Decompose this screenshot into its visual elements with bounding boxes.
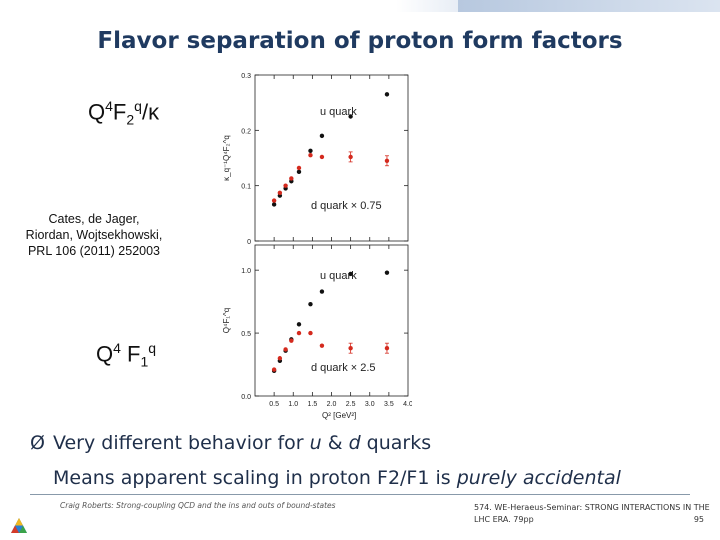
y-tick-label: 0.3 <box>241 73 251 80</box>
data-point-d-quark <box>271 198 277 203</box>
citation-line: Cates, de Jager, <box>48 212 140 226</box>
plot-frame <box>254 74 409 242</box>
data-point-u-quark <box>319 289 325 294</box>
data-point-d-quark <box>277 190 283 196</box>
label-kappa: /κ <box>141 99 160 125</box>
label-sub-1: 1 <box>140 353 149 370</box>
data-point-d-quark <box>308 330 313 336</box>
data-point-u-quark <box>384 92 390 97</box>
data-point-d-quark <box>308 153 313 158</box>
data-point-u-quark <box>296 169 302 175</box>
sub-text: Means apparent scaling in proton F2/F1 i… <box>53 467 457 489</box>
data-point-d-quark <box>384 158 390 163</box>
data-point-d-quark <box>296 330 302 336</box>
annotation-d-quark: d quark × 0.75 <box>311 200 382 212</box>
y-tick-label: 0 <box>247 239 251 246</box>
annotation-u-quark: u quark <box>320 270 357 282</box>
label-sup-4: 4 <box>113 340 121 356</box>
top-decor-tab <box>458 0 720 12</box>
data-point-d-quark <box>277 356 283 361</box>
x-tick-label: 3.0 <box>365 401 375 408</box>
label-sup-q: q <box>148 340 157 356</box>
footer-author: Craig Roberts: Strong-coupling QCD and t… <box>60 501 336 510</box>
data-point-u-quark <box>308 148 313 154</box>
data-point-d-quark <box>271 367 277 372</box>
institution-logo-icon <box>11 518 27 533</box>
data-point-d-quark <box>319 343 325 348</box>
y-tick-label: 0.5 <box>241 331 251 338</box>
label-q4f2-over-kappa: Q4F2q/κ <box>88 98 159 128</box>
label-sup-4: 4 <box>105 98 113 114</box>
annotation-u-quark: u quark <box>320 106 357 118</box>
data-point-d-quark <box>289 338 294 343</box>
bullet-u: u <box>309 432 322 454</box>
data-point-d-quark <box>289 176 294 181</box>
data-point-u-quark <box>348 114 353 119</box>
bullet-point: Ø Very different behavior for u & d quark… <box>30 432 431 454</box>
data-point-u-quark <box>384 270 390 275</box>
y-tick-label: 0.2 <box>241 128 251 135</box>
slide-title: Flavor separation of proton form factors <box>97 28 623 54</box>
x-tick-label: 4.0 <box>403 401 412 408</box>
label-q: Q <box>88 99 106 125</box>
data-point-u-quark <box>319 133 325 139</box>
form-factor-chart: 0 0.1 0.2 0.3 κ_q⁻¹Q⁴F₂^q u quark d quark × 0.… <box>187 67 412 425</box>
data-point-d-quark <box>283 183 288 188</box>
x-tick-label: 2.0 <box>327 401 337 408</box>
data-point-u-quark <box>271 202 277 207</box>
citation-line: Riordan, Wojtsekhowski, <box>25 228 163 242</box>
x-axis-label: Q² [GeV²] <box>322 411 356 420</box>
label-f: F <box>112 99 127 125</box>
data-point-d-quark <box>348 345 353 351</box>
data-point-u-quark <box>296 322 302 327</box>
data-point-d-quark <box>319 154 325 160</box>
sub-point: Means apparent scaling in proton F2/F1 i… <box>53 467 621 489</box>
y-tick-label: 1.0 <box>241 268 251 275</box>
bullet-amp: & <box>321 432 349 454</box>
data-point-d-quark <box>296 165 302 171</box>
x-tick-label: 1.5 <box>308 401 318 408</box>
x-tick-label: 0.5 <box>269 401 279 408</box>
label-q: Q <box>96 341 114 367</box>
x-tick-label: 1.0 <box>288 401 298 408</box>
y-axis-label: Q⁴F₁^q <box>222 308 231 333</box>
data-point-u-quark <box>348 271 353 277</box>
page-number: 95 <box>693 515 704 524</box>
label-f: F <box>120 341 141 367</box>
data-point-d-quark <box>348 154 353 160</box>
citation-line: PRL 106 (2011) 252003 <box>27 244 161 258</box>
y-tick-label: 0.1 <box>241 184 251 191</box>
footer-seminar: 574. WE-Heraeus-Seminar: STRONG INTERACT… <box>474 502 714 526</box>
y-tick-label: 0.0 <box>241 394 251 401</box>
data-point-d-quark <box>384 345 390 351</box>
annotation-d-quark: d quark × 2.5 <box>311 362 376 374</box>
data-point-d-quark <box>283 347 288 352</box>
citation: Cates, de Jager, Riordan, Wojtsekhowski,… <box>4 211 184 259</box>
footer-divider <box>30 494 690 495</box>
label-q4f1: Q4 F1q <box>96 340 156 370</box>
bullet-text: Very different behavior for <box>52 432 310 454</box>
x-tick-label: 2.5 <box>346 401 356 408</box>
label-sup-q: q <box>134 98 142 114</box>
footer-seminar-line2: LHC ERA. 79pp <box>474 515 534 524</box>
data-point-u-quark <box>308 301 313 307</box>
bullet-arrow-icon: Ø <box>30 432 45 454</box>
bullet-d: d <box>348 432 361 454</box>
bullet-text-end: quarks <box>360 432 432 454</box>
sub-emphasis: purely accidental <box>456 467 621 489</box>
label-sub-2: 2 <box>126 111 135 128</box>
x-tick-label: 3.5 <box>384 401 394 408</box>
footer-seminar-line1: 574. WE-Heraeus-Seminar: STRONG INTERACT… <box>474 503 710 512</box>
y-axis-label: κ_q⁻¹Q⁴F₂^q <box>222 135 231 181</box>
